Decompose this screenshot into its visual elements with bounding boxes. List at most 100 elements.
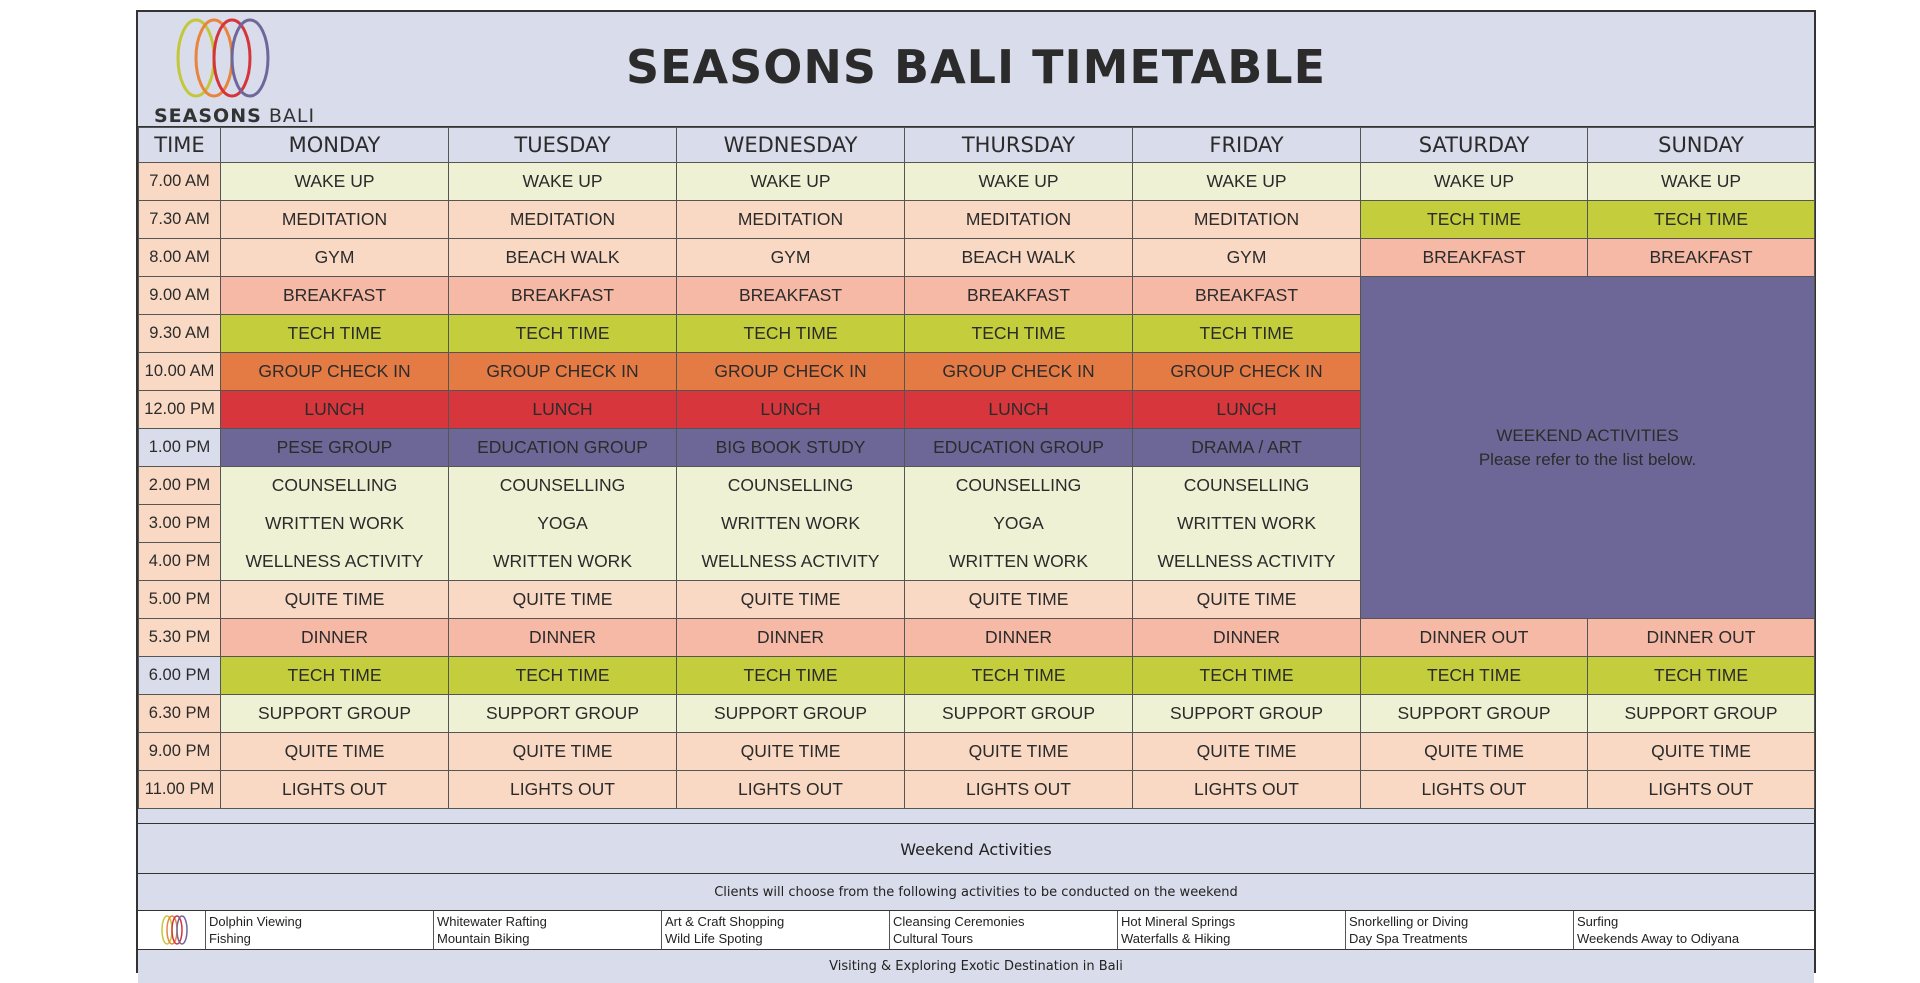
activity-cell-monday: WRITTEN WORK — [220, 504, 449, 543]
activity-cell-wednesday: BIG BOOK STUDY — [676, 428, 905, 467]
timetable-grid: TIME MONDAY TUESDAY WEDNESDAY THURSDAY F… — [138, 127, 1815, 809]
page-title: SEASONS BALI TIMETABLE — [625, 40, 1327, 94]
activity-cell-wednesday: TECH TIME — [676, 656, 905, 695]
table-row: 5.30 PM DINNER DINNER DINNER DINNER DINNER DIN… — [138, 618, 1815, 657]
activity-cell-thursday: TECH TIME — [904, 656, 1133, 695]
activity-cell-thursday: SUPPORT GROUP — [904, 694, 1133, 733]
activity-cell-tuesday: YOGA — [448, 504, 677, 543]
activity-cell-thursday: QUITE TIME — [904, 580, 1133, 619]
table-row: 6.00 PM TECH TIME TECH TIME TECH TIME TECH T… — [138, 656, 1815, 695]
activity-cell-saturday: TECH TIME — [1360, 656, 1588, 695]
day-header-wednesday: WEDNESDAY — [676, 127, 905, 163]
timetable-poster: SEASONS BALI SEASONS BALI TIMETABLE TIME… — [136, 10, 1816, 983]
weekend-activities-block: WEEKEND ACTIVITIES Please refer to the li… — [1360, 276, 1815, 619]
activity-cell-sunday: TECH TIME — [1587, 656, 1815, 695]
time-cell: 3.00 PM — [138, 504, 221, 543]
activity-cell-tuesday: BEACH WALK — [448, 238, 677, 277]
table-row: 9.00 PM QUITE TIME QUITE TIME QUITE TIME QUI… — [138, 732, 1815, 771]
activity-cell-saturday: WAKE UP — [1360, 162, 1588, 201]
activity-cell-saturday: QUITE TIME — [1360, 732, 1588, 771]
activity-cell-friday: DRAMA / ART — [1132, 428, 1361, 467]
table-row: 5.00 PM QUITE TIME QUITE TIME QUITE TIME QUI… — [138, 580, 1815, 619]
activity-cell-saturday: SUPPORT GROUP — [1360, 694, 1588, 733]
time-cell: 8.00 AM — [138, 238, 221, 277]
activity-cell-friday: GROUP CHECK IN — [1132, 352, 1361, 391]
activity-cell-wednesday: WRITTEN WORK — [676, 504, 905, 543]
activity-cell-monday: LUNCH — [220, 390, 449, 429]
activity-cell-monday: TECH TIME — [220, 314, 449, 353]
activity-cell-tuesday: LIGHTS OUT — [448, 770, 677, 809]
activity-cell-thursday: COUNSELLING — [904, 466, 1133, 505]
time-cell: 4.00 PM — [138, 542, 221, 581]
activity-cell-friday: GYM — [1132, 238, 1361, 277]
activity-cell-thursday: GROUP CHECK IN — [904, 352, 1133, 391]
activity-cell-thursday: BEACH WALK — [904, 238, 1133, 277]
day-header-row: TIME MONDAY TUESDAY WEDNESDAY THURSDAY F… — [138, 127, 1815, 163]
weekend-activities-list: Dolphin Viewing Fishing Whitewater Rafti… — [138, 911, 1814, 950]
activity-cell-thursday: WRITTEN WORK — [904, 542, 1133, 581]
activity-group-4: Cleansing Ceremonies Cultural Tours — [890, 911, 1118, 949]
activity-cell-saturday: LIGHTS OUT — [1360, 770, 1588, 809]
activity-item: Dolphin Viewing — [209, 914, 302, 929]
activity-cell-wednesday: LIGHTS OUT — [676, 770, 905, 809]
activity-item: Day Spa Treatments — [1349, 931, 1468, 946]
activity-cell-sunday: LIGHTS OUT — [1587, 770, 1815, 809]
day-header-thursday: THURSDAY — [904, 127, 1133, 163]
time-cell: 5.00 PM — [138, 580, 221, 619]
time-cell: 10.00 AM — [138, 352, 221, 391]
day-header-saturday: SATURDAY — [1360, 127, 1588, 163]
activity-cell-saturday: BREAKFAST — [1360, 238, 1588, 277]
activity-cell-monday: MEDITATION — [220, 200, 449, 239]
activity-group-6: Snorkelling or Diving Day Spa Treatments — [1346, 911, 1574, 949]
activity-item: Mountain Biking — [437, 931, 530, 946]
activity-cell-wednesday: WAKE UP — [676, 162, 905, 201]
activity-cell-thursday: WAKE UP — [904, 162, 1133, 201]
table-row: 1.00 PM PESE GROUP EDUCATION GROUP BIG BOOK… — [138, 428, 1815, 467]
activity-cell-friday: BREAKFAST — [1132, 276, 1361, 315]
activity-cell-wednesday: QUITE TIME — [676, 732, 905, 771]
time-cell: 2.00 PM — [138, 466, 221, 505]
activity-cell-wednesday: COUNSELLING — [676, 466, 905, 505]
logo-word-seasons: SEASONS — [154, 105, 262, 127]
activity-cell-monday: DINNER — [220, 618, 449, 657]
table-row: 7.30 AM MEDITATION MEDITATION MEDITATION MED… — [138, 200, 1815, 239]
activity-cell-sunday: QUITE TIME — [1587, 732, 1815, 771]
activity-item: Hot Mineral Springs — [1121, 914, 1236, 929]
activity-cell-monday: QUITE TIME — [220, 732, 449, 771]
time-cell: 12.00 PM — [138, 390, 221, 429]
activity-cell-thursday: MEDITATION — [904, 200, 1133, 239]
activity-item: Surfing — [1577, 914, 1619, 929]
weekend-block-title: WEEKEND ACTIVITIES — [1496, 425, 1679, 445]
activity-cell-monday: GYM — [220, 238, 449, 277]
table-row: 9.30 AM TECH TIME TECH TIME TECH TIME TECH T… — [138, 314, 1815, 353]
activity-cell-tuesday: SUPPORT GROUP — [448, 694, 677, 733]
activity-cell-tuesday: COUNSELLING — [448, 466, 677, 505]
time-cell: 7.00 AM — [138, 162, 221, 201]
activity-cell-monday: TECH TIME — [220, 656, 449, 695]
activity-cell-tuesday: WRITTEN WORK — [448, 542, 677, 581]
activity-item: Fishing — [209, 931, 251, 946]
activity-cell-tuesday: EDUCATION GROUP — [448, 428, 677, 467]
list-logo-cell — [138, 911, 206, 949]
table-row: 4.00 PM WELLNESS ACTIVITY WRITTEN WORK WELL… — [138, 542, 1815, 581]
activity-cell-wednesday: MEDITATION — [676, 200, 905, 239]
activity-cell-tuesday: WAKE UP — [448, 162, 677, 201]
time-cell: 9.00 AM — [138, 276, 221, 315]
timetable-body: 7.00 AM WAKE UP WAKE UP WAKE UP WAKE UP WAKE … — [138, 162, 1815, 809]
activity-group-7: Surfing Weekends Away to Odiyana — [1574, 911, 1814, 949]
time-cell: 6.30 PM — [138, 694, 221, 733]
activity-cell-tuesday: DINNER — [448, 618, 677, 657]
activity-item: Snorkelling or Diving — [1349, 914, 1469, 929]
day-header-friday: FRIDAY — [1132, 127, 1361, 163]
seasons-bali-small-logo-icon — [161, 915, 188, 945]
activity-cell-sunday: BREAKFAST — [1587, 238, 1815, 277]
activity-cell-friday: QUITE TIME — [1132, 580, 1361, 619]
activity-cell-thursday: TECH TIME — [904, 314, 1133, 353]
activity-cell-monday: GROUP CHECK IN — [220, 352, 449, 391]
activity-cell-wednesday: WELLNESS ACTIVITY — [676, 542, 905, 581]
time-column-header: TIME — [138, 127, 221, 163]
day-header-tuesday: TUESDAY — [448, 127, 677, 163]
activity-group-3: Art & Craft Shopping Wild Life Spoting — [662, 911, 890, 949]
table-row: 10.00 AM GROUP CHECK IN GROUP CHECK IN GROU… — [138, 352, 1815, 391]
seasons-bali-logo-icon — [176, 18, 270, 98]
